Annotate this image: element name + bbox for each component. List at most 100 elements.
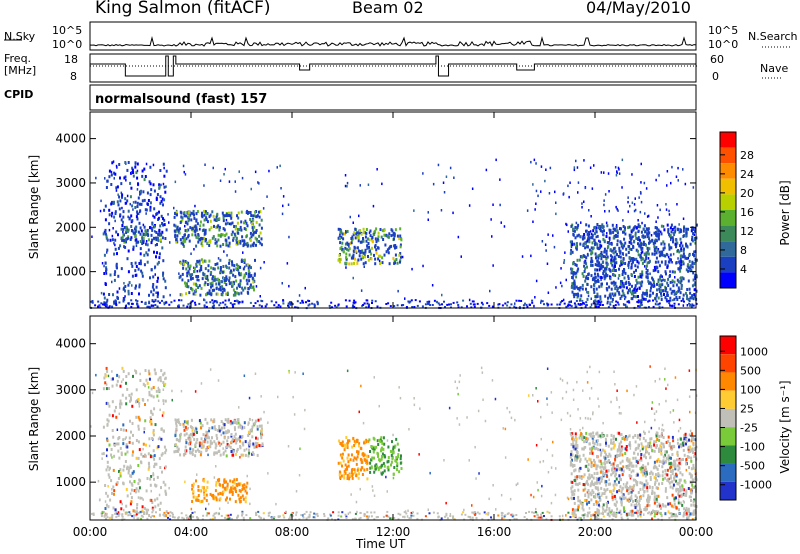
- velocity-noise-cell: [295, 490, 298, 493]
- velocity-echo-cell: [151, 501, 154, 504]
- power-echo-cell: [367, 255, 369, 258]
- power-echo-cell: [366, 246, 369, 250]
- velocity-noise-cell: [685, 468, 688, 472]
- power-echo-cell: [136, 210, 139, 214]
- velocity-noise-cell: [147, 386, 150, 389]
- power-echo-cell: [340, 235, 343, 239]
- velocity-echo-cell: [175, 421, 178, 425]
- power-echo-cell: [236, 221, 239, 225]
- velocity-echo-cell: [145, 508, 148, 512]
- velocity-echo-cell: [592, 431, 595, 435]
- velocity-echo-cell: [135, 439, 138, 442]
- velocity-echo-cell: [588, 473, 591, 477]
- power-ground-cell: [189, 305, 192, 308]
- power-echo-cell: [616, 243, 619, 247]
- power-echo-cell: [258, 215, 261, 219]
- power-echo-cell: [658, 254, 661, 258]
- velocity-echo-cell: [135, 400, 137, 404]
- power-echo-cell: [242, 267, 245, 271]
- velocity-noise-cell: [356, 510, 358, 514]
- velocity-echo-cell: [192, 482, 195, 486]
- velocity-echo-cell: [341, 440, 344, 444]
- velocity-echo-cell: [209, 445, 212, 449]
- power-noise-cell: [565, 222, 567, 226]
- velocity-echo-cell: [202, 444, 205, 448]
- power-echo-cell: [237, 211, 240, 215]
- power-echo-cell: [232, 293, 235, 297]
- power-ground-cell: [316, 303, 319, 306]
- velocity-echo-cell: [343, 443, 346, 447]
- velocity-echo-cell: [353, 468, 356, 472]
- velocity-echo-cell: [155, 389, 158, 393]
- power-echo-cell: [143, 167, 146, 171]
- power-echo-cell: [384, 243, 387, 247]
- power-ground-cell: [640, 301, 643, 304]
- power-noise-cell: [257, 181, 259, 184]
- velocity-echo-cell: [688, 450, 691, 453]
- power-noise-cell: [287, 203, 290, 206]
- power-ground-cell: [203, 299, 206, 302]
- power-noise-cell: [268, 169, 270, 173]
- power-echo-cell: [398, 253, 401, 257]
- velocity-echo-cell: [223, 423, 226, 427]
- velocity-echo-cell: [194, 443, 197, 447]
- power-echo-cell: [225, 242, 228, 246]
- power-ground-cell: [457, 306, 460, 309]
- power-echo-cell: [213, 267, 216, 271]
- power-echo-cell: [232, 238, 235, 242]
- velocity-echo-cell: [615, 500, 618, 504]
- velocity-echo-cell: [222, 422, 225, 426]
- power-ground-cell: [688, 300, 691, 302]
- power-echo-cell: [666, 264, 669, 268]
- velocity-echo-cell: [213, 452, 216, 456]
- velocity-noise-cell: [552, 440, 554, 444]
- power-echo-cell: [238, 285, 241, 288]
- power-echo-cell: [255, 220, 258, 224]
- power-echo-cell: [584, 279, 587, 283]
- power-echo-cell: [153, 236, 155, 240]
- power-echo-cell: [158, 256, 161, 260]
- power-echo-cell: [155, 231, 158, 234]
- power-echo-cell: [187, 235, 190, 239]
- velocity-noise-cell: [168, 486, 170, 490]
- power-echo-cell: [353, 250, 356, 254]
- power-echo-cell: [657, 235, 660, 239]
- power-ground-cell: [152, 300, 155, 303]
- velocity-echo-cell: [143, 427, 146, 431]
- power-colorbar-segment: [720, 132, 736, 148]
- velocity-echo-cell: [571, 497, 574, 501]
- power-echo-cell: [189, 226, 192, 230]
- power-echo-cell: [153, 189, 156, 193]
- power-noise-cell: [694, 277, 696, 281]
- power-echo-cell: [580, 294, 583, 298]
- power-echo-cell: [388, 262, 391, 266]
- velocity-noise-cell: [111, 488, 113, 491]
- velocity-echo-cell: [202, 433, 205, 437]
- power-echo-cell: [616, 289, 619, 293]
- velocity-echo-cell: [182, 424, 185, 428]
- power-echo-cell: [661, 253, 664, 257]
- power-noise-cell: [489, 289, 491, 293]
- power-echo-cell: [595, 279, 598, 283]
- velocity-echo-cell: [655, 476, 657, 480]
- power-echo-cell: [621, 246, 624, 250]
- velocity-echo-cell: [642, 473, 645, 477]
- power-echo-cell: [155, 255, 157, 259]
- power-noise-cell: [182, 164, 185, 168]
- velocity-noise-cell: [392, 476, 395, 480]
- velocity-echo-cell: [149, 477, 152, 481]
- power-ground-cell: [574, 304, 577, 307]
- power-echo-cell: [239, 279, 242, 283]
- power-ground-cell: [90, 300, 93, 303]
- power-ground-cell: [486, 302, 489, 305]
- power-echo-cell: [622, 257, 625, 260]
- velocity-echo-cell: [249, 442, 252, 446]
- power-echo-cell: [234, 234, 237, 238]
- velocity-echo-cell: [260, 430, 263, 434]
- power-echo-cell: [593, 284, 596, 288]
- velocity-echo-cell: [375, 465, 378, 469]
- power-echo-cell: [220, 270, 223, 274]
- power-echo-cell: [114, 210, 117, 214]
- power-ground-cell: [658, 305, 661, 308]
- velocity-echo-cell: [217, 492, 220, 496]
